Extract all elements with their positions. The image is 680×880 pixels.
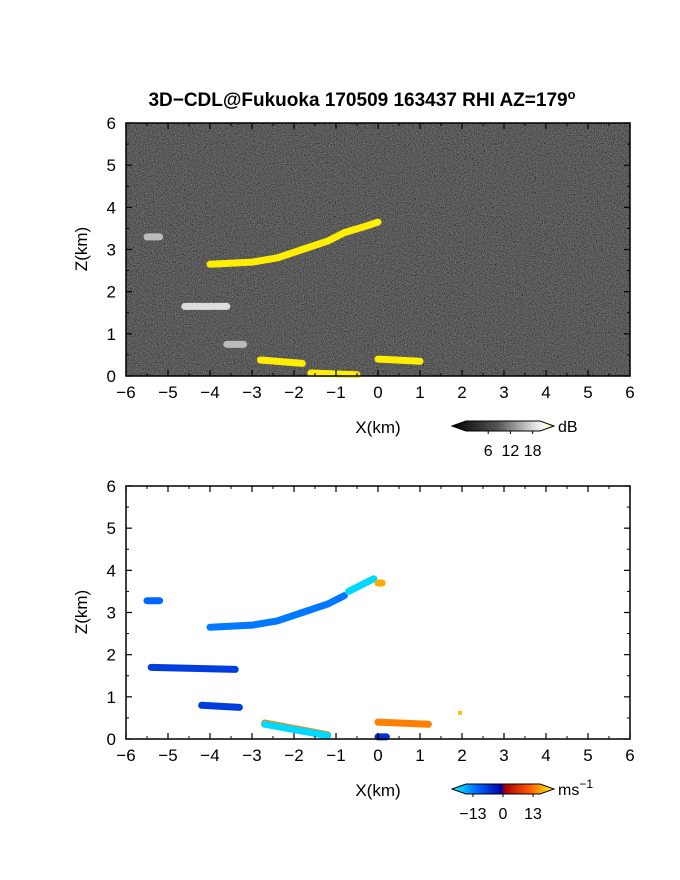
echo-band — [206, 218, 382, 268]
y-tick-label: 0 — [107, 367, 116, 386]
x-tick-label: −6 — [116, 746, 135, 765]
colorbar-tick-label: 13 — [524, 806, 542, 823]
axes: −6 −5 −4 −3 −2 −1 0 1 2 3 4 5 6 0 1 2 3 4 5 6 — [107, 477, 635, 765]
echo-band — [261, 720, 332, 740]
plot-background — [126, 123, 630, 376]
colorbar-unit: dB — [558, 419, 578, 436]
echo-band — [345, 575, 378, 595]
x-tick-label: 2 — [457, 383, 466, 402]
x-tick-label: −1 — [326, 383, 345, 402]
y-tick-label: 2 — [107, 646, 116, 665]
colorbar-dbz: dB 6 12 18 — [450, 419, 578, 460]
echo-band — [147, 663, 239, 673]
x-axis-label: X(km) — [355, 418, 400, 437]
y-tick-label: 2 — [107, 283, 116, 302]
colorbar-velocity: ms−1 −13 0 13 — [450, 777, 593, 823]
x-tick-label: −2 — [284, 383, 303, 402]
x-axis-label: X(km) — [355, 781, 400, 800]
x-tick-label: 5 — [583, 383, 592, 402]
x-tick-label: 4 — [541, 383, 550, 402]
y-tick-label: 6 — [107, 477, 116, 496]
echo-band — [374, 355, 424, 365]
echo-layer — [143, 575, 462, 741]
x-tick-label: −4 — [200, 383, 219, 402]
x-tick-label: −5 — [158, 746, 177, 765]
x-tick-label: 6 — [625, 746, 634, 765]
y-axis-label: Z(km) — [72, 227, 91, 271]
colorbar-tick-label: −13 — [459, 806, 486, 823]
y-axis-label: Z(km) — [72, 590, 91, 634]
echo-band — [374, 718, 432, 728]
colorbar-tick-label: 12 — [502, 443, 520, 460]
colorbar-tick-label: 6 — [484, 443, 493, 460]
colorbar-unit: ms−1 — [558, 777, 593, 799]
x-tick-label: 5 — [583, 746, 592, 765]
x-tick-label: 1 — [415, 383, 424, 402]
colorbar-tick-label: 0 — [499, 806, 508, 823]
axes: −6 −5 −4 −3 −2 −1 0 1 2 3 4 5 6 0 1 2 3 4 5 6 — [107, 114, 635, 402]
colorbar-bar — [450, 420, 556, 432]
y-tick-label: 5 — [107, 156, 116, 175]
y-tick-label: 1 — [107, 325, 116, 344]
echo-band — [206, 592, 348, 631]
velocity-panel: −6 −5 −4 −3 −2 −1 0 1 2 3 4 5 6 0 1 2 3 4 5 6 X(km) Z(km) m… — [72, 477, 635, 823]
x-tick-label: 2 — [457, 746, 466, 765]
x-tick-label: −2 — [284, 746, 303, 765]
y-tick-label: 4 — [107, 198, 116, 217]
x-tick-label: 6 — [625, 383, 634, 402]
y-tick-label: 3 — [107, 241, 116, 260]
plot-background — [126, 486, 630, 739]
x-tick-label: 0 — [373, 746, 382, 765]
x-tick-label: −5 — [158, 383, 177, 402]
y-tick-label: 0 — [107, 730, 116, 749]
colorbar-tick-label: 18 — [524, 443, 542, 460]
x-tick-label: −1 — [326, 746, 345, 765]
y-tick-label: 5 — [107, 519, 116, 538]
colorbar-ticks: −13 0 13 — [459, 794, 542, 823]
echo-band — [198, 701, 243, 711]
y-tick-label: 3 — [107, 604, 116, 623]
figure-title: 3D−CDL@Fukuoka 170509 163437 RHI AZ=179o — [148, 87, 575, 111]
y-tick-label: 1 — [107, 688, 116, 707]
colorbar-bar — [450, 783, 556, 795]
x-tick-label: −4 — [200, 746, 219, 765]
echo-band — [307, 369, 361, 379]
y-tick-label: 4 — [107, 561, 116, 580]
echo-pixel — [457, 710, 462, 715]
x-tick-label: 3 — [499, 746, 508, 765]
x-tick-label: 1 — [415, 746, 424, 765]
y-tick-label: 6 — [107, 114, 116, 133]
x-tick-label: −3 — [242, 383, 261, 402]
echo-band — [256, 356, 306, 367]
x-tick-label: 4 — [541, 746, 550, 765]
x-tick-label: 3 — [499, 383, 508, 402]
colorbar-ticks: 6 12 18 — [484, 431, 542, 460]
echo-layer — [143, 218, 424, 379]
x-tick-label: −3 — [242, 746, 261, 765]
x-tick-label: 0 — [373, 383, 382, 402]
x-tick-label: −6 — [116, 383, 135, 402]
